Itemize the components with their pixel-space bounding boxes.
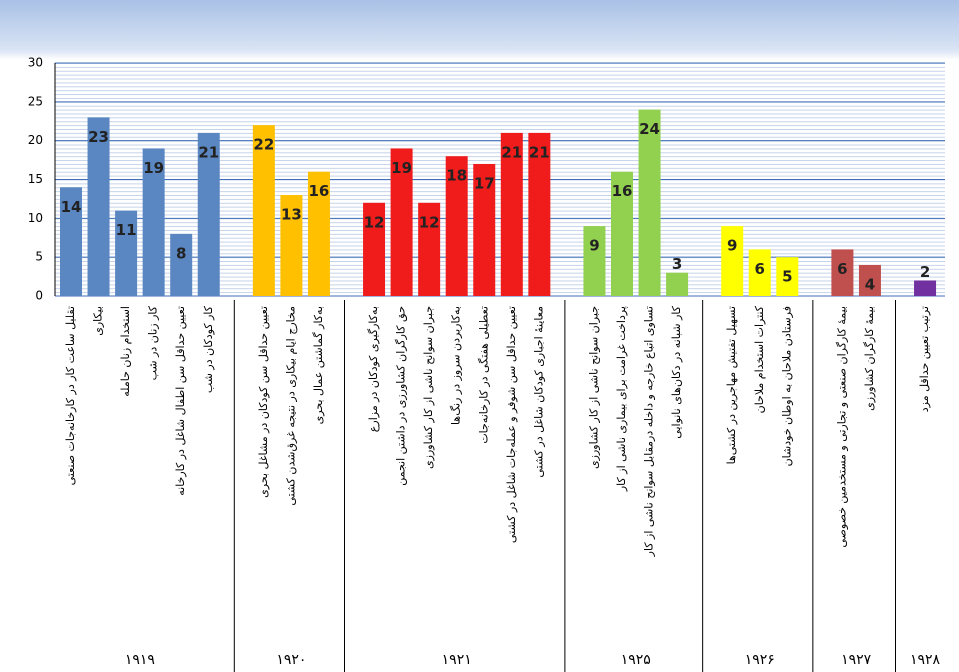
x-tick-label: پرداخت غرامت برای بیماری ناشی از کار (615, 306, 628, 492)
data-label: 9 (727, 237, 737, 255)
y-tick-label: 5 (35, 250, 43, 264)
data-label: 6 (837, 260, 847, 278)
bar (390, 148, 413, 296)
bar (500, 132, 523, 296)
x-tick-label: به‌کار گماشتن عمال بحری (312, 306, 325, 424)
x-tick-label: بیمهٔ کارگران صنعتی و تجارتی و مستخدمین … (835, 306, 848, 548)
data-label: 12 (364, 213, 385, 231)
bar (252, 125, 275, 296)
data-label: 13 (281, 206, 302, 224)
x-tick-label: جبران سوانح ناشی از کار کشاورزی (422, 306, 435, 469)
x-tick-label: استخدام زنان حامله (119, 306, 132, 397)
data-label: 19 (143, 159, 164, 177)
bar (473, 163, 496, 296)
data-label: 6 (755, 260, 765, 278)
y-tick-label: 30 (28, 56, 43, 70)
y-tick-label: 25 (28, 94, 43, 108)
bar (776, 257, 799, 296)
x-tick-label: بیمهٔ کارگران کشاورزی (863, 306, 876, 411)
bar (666, 272, 689, 296)
data-label: 17 (474, 174, 495, 192)
data-label: 16 (612, 182, 633, 200)
bar (418, 202, 441, 296)
bar (197, 132, 220, 296)
group-label: ۱۹۱۹ (125, 652, 155, 668)
bar (914, 280, 937, 296)
data-label: 4 (865, 275, 875, 293)
bar (307, 171, 330, 296)
bar (280, 195, 303, 296)
x-tick-label: مخارج ایام بیکاری در نتیجه غرق‌شدن کشتی (284, 306, 297, 506)
x-tick-label: معاینهٔ اجباری کودکان شاغل در کشتی (532, 306, 545, 478)
bar (115, 210, 138, 296)
data-label: 14 (61, 198, 82, 216)
data-label: 3 (672, 255, 682, 273)
bar (170, 233, 193, 296)
group-label: ۱۹۲۰ (276, 652, 306, 668)
bar (611, 171, 633, 296)
x-tick-label: ترتیب تعیین حداقل مزد (918, 306, 931, 412)
x-tick-label: حق کارگران کشاورزی در داشتن انجمن (395, 306, 409, 486)
x-tick-label: تعیین حداقل سن اطفال شاغل در کارخانه (174, 306, 187, 496)
x-tick-label: کنترات استخدام ملاحان (753, 305, 766, 413)
y-tick-label: 10 (28, 211, 43, 225)
x-tick-label: به‌کاربردن سروز در رنگ‌ها (450, 306, 463, 425)
data-label: 2 (920, 263, 930, 281)
bar (748, 249, 771, 296)
x-tick-label: تسهیل تفتیش مهاجرین در کشتی‌ها (725, 306, 738, 464)
bar (87, 117, 110, 296)
bar (445, 156, 468, 296)
data-label: 9 (589, 237, 599, 255)
y-tick-label: 20 (28, 133, 43, 147)
x-tick-label: تعیین حداقل سن کودکان در مشاغل بحری (257, 306, 270, 498)
x-tick-label: کار کودکان در شب (202, 305, 215, 393)
x-tick-label: بیکاری (92, 306, 105, 336)
bar (638, 109, 661, 296)
bar (831, 249, 854, 296)
x-tick-label: تقلیل ساعت کار در کارخانه‌جات صنعتی (64, 306, 77, 485)
data-label: 5 (782, 268, 792, 286)
bar (721, 226, 744, 296)
data-label: 24 (639, 120, 660, 138)
data-label: 16 (309, 182, 330, 200)
bar (60, 187, 82, 296)
bar (142, 148, 165, 296)
x-tick-label: به‌کارگیری کودکان در مزارع (367, 306, 380, 432)
group-label: ۱۹۲۷ (841, 652, 872, 668)
data-label: 18 (446, 167, 467, 185)
x-tick-label: کار شبانه در دکان‌های نانوایی (670, 305, 683, 438)
bar (583, 226, 606, 296)
x-tick-label: تعطیلی هفتگی در کارخانه‌جات (477, 306, 490, 444)
y-tick-label: 0 (35, 289, 43, 303)
x-tick-label: تساوی اتباع خارجه و داخله درمقابل سوانح … (643, 306, 656, 557)
y-tick-label: 15 (28, 172, 43, 186)
group-label: ۱۹۲۶ (745, 652, 775, 668)
group-label: ۱۹۲۵ (621, 652, 651, 668)
group-label: ۱۹۲۸ (910, 652, 941, 668)
bar (363, 202, 386, 296)
x-tick-label: فرستادن ملاحان به اوطان خودشان (780, 306, 793, 466)
data-label: 8 (176, 244, 186, 262)
data-label: 23 (88, 128, 109, 146)
x-tick-label: کار زنان در شب (147, 305, 160, 380)
data-label: 21 (198, 143, 219, 161)
x-tick-label: جبران سوانح ناشی از کار کشاورزی (587, 306, 600, 469)
data-label: 19 (391, 159, 412, 177)
data-label: 11 (116, 221, 137, 239)
data-label: 21 (529, 143, 550, 161)
x-tick-label: تعیین حداقل سن شوفر و عمله‌جات شاغل در ک… (505, 306, 518, 543)
data-label: 21 (501, 143, 522, 161)
bar (858, 264, 881, 296)
data-label: 22 (253, 136, 274, 154)
group-label: ۱۹۲۱ (442, 652, 472, 668)
data-label: 12 (419, 213, 440, 231)
bar (528, 132, 551, 296)
